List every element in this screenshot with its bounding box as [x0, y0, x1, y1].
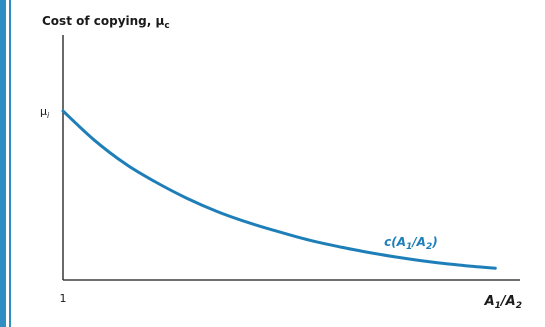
x-axis-title: A1/A2: [484, 294, 522, 311]
y-axis-title: Cost of copying, μc: [42, 14, 170, 31]
series-label-c: c(A1/A2): [384, 235, 438, 252]
left-border-thin-rule: [9, 0, 11, 327]
series-line-c: [61, 109, 497, 270]
x-tick-label: 1: [60, 292, 67, 305]
left-border-gap: [6, 0, 9, 327]
left-border-rule: [0, 0, 6, 327]
y-tick-label: μi: [40, 105, 50, 120]
